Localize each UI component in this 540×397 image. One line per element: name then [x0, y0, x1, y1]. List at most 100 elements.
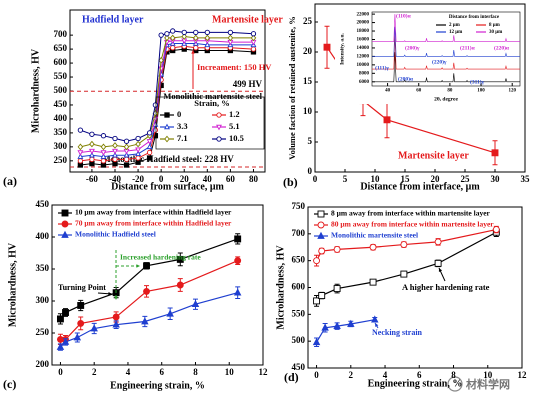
- data-point: [112, 151, 118, 158]
- data-point: [77, 153, 84, 159]
- y-tick-label: 550: [54, 71, 68, 81]
- data-point: [146, 155, 153, 161]
- data-point: [135, 140, 141, 148]
- annotation: (111)γ: [375, 64, 389, 71]
- data-point: [400, 270, 408, 278]
- data-point: [333, 321, 341, 329]
- data-point: [112, 142, 118, 149]
- y-tick-label: 15: [303, 76, 313, 86]
- legend-marker: [61, 230, 69, 238]
- data-point: [170, 45, 176, 51]
- data-point: [250, 34, 257, 42]
- data-point: [123, 162, 130, 168]
- y-tick-label: 250: [54, 155, 68, 165]
- data-point: [135, 150, 142, 157]
- y-tick-label: 700: [292, 228, 306, 238]
- x-tick-label: 4: [126, 367, 131, 377]
- x-tick-label: 10: [371, 174, 381, 184]
- data-point: [88, 148, 95, 155]
- data-point: [56, 342, 65, 350]
- annotation: (110)α: [396, 12, 412, 19]
- y-tick-label: 18000: [357, 29, 370, 34]
- data-point: [100, 153, 107, 159]
- x-tick-label: 120: [508, 89, 516, 94]
- annotation: Turning Point: [58, 283, 106, 292]
- annotation: Hadfield layer: [82, 14, 144, 25]
- data-point: [313, 297, 321, 305]
- y-tick-label: 600: [54, 57, 68, 67]
- data-point: [204, 29, 210, 35]
- y-tick-label: 300: [54, 141, 68, 151]
- data-point: [233, 288, 242, 296]
- data-point: [176, 281, 184, 289]
- x-tick-label: 40: [203, 174, 213, 184]
- x-axis-label: Distance from surface, μm: [111, 181, 224, 192]
- data-point: [176, 255, 184, 263]
- y-tick-label: 750: [292, 201, 306, 211]
- data-point: [192, 34, 199, 42]
- series-line: [80, 48, 254, 166]
- data-point: [112, 135, 118, 142]
- series-line: [372, 35, 520, 70]
- data-point: [73, 333, 82, 341]
- y-tick-label: 350: [54, 127, 68, 137]
- reference-label: Monolithic Hadfield steel: 228 HV: [102, 154, 234, 164]
- data-point: [89, 140, 95, 148]
- data-point: [143, 262, 150, 270]
- y-tick-label: 250: [36, 327, 50, 337]
- data-point: [146, 130, 153, 136]
- data-point: [204, 41, 211, 48]
- y-tick-label: 25: [303, 16, 313, 26]
- x-tick-label: 12: [259, 367, 269, 377]
- y-tick-label: 200: [36, 359, 50, 369]
- panel-label: (d): [284, 370, 299, 384]
- legend-marker: [216, 124, 222, 131]
- plot-frame: [314, 3, 526, 173]
- annotation: A higher hardening rate: [402, 282, 490, 292]
- series-line: [80, 45, 254, 162]
- x-tick-label: 5: [343, 174, 348, 184]
- annotation: (220)α: [494, 44, 510, 51]
- annotation: (311)γ: [470, 78, 485, 85]
- plot-frame: [371, 11, 521, 87]
- data-point: [112, 313, 120, 321]
- data-point: [112, 156, 118, 163]
- x-tick-label: 0: [314, 370, 319, 380]
- x-tick-label: -60: [86, 174, 98, 184]
- data-point: [77, 302, 85, 309]
- y-tick-label: 14000: [357, 46, 370, 51]
- x-tick-label: 10: [225, 367, 235, 377]
- y-tick-label: 400: [54, 113, 68, 123]
- annotation: (211)α: [460, 44, 476, 51]
- annotation: Monolithic martensite steel: [163, 91, 262, 101]
- y-axis-label: Microhardness, HV: [30, 48, 41, 133]
- panel-label: (a): [3, 174, 17, 188]
- data-point: [312, 337, 321, 346]
- data-point: [193, 45, 199, 51]
- data-point: [89, 131, 95, 137]
- x-tick-label: -20: [132, 174, 144, 184]
- y-tick-label: 0: [308, 166, 313, 176]
- x-tick-label: 60: [226, 174, 236, 184]
- legend-label: 8 μm away from interface within martensi…: [331, 209, 491, 218]
- data-point: [152, 133, 159, 139]
- data-point: [158, 56, 164, 64]
- legend-label: 7.1: [177, 133, 188, 143]
- data-point: [146, 143, 153, 150]
- annotation: Martensite layer: [398, 150, 469, 161]
- data-point: [77, 143, 84, 151]
- y-tick-label: 10000: [357, 63, 370, 68]
- legend-label: Monolithic martensite steel: [331, 231, 418, 240]
- y-tick-label: 5: [308, 136, 313, 146]
- x-tick-label: 35: [521, 174, 531, 184]
- legend-label: 5.1: [229, 121, 240, 131]
- series-line: [372, 52, 520, 83]
- data-point: [56, 315, 64, 323]
- series-line: [372, 26, 520, 57]
- annotation: Martensite layer: [212, 14, 283, 25]
- x-tick-label: 100: [477, 89, 485, 94]
- legend-label: 3.3: [177, 121, 188, 131]
- data-point: [100, 150, 107, 156]
